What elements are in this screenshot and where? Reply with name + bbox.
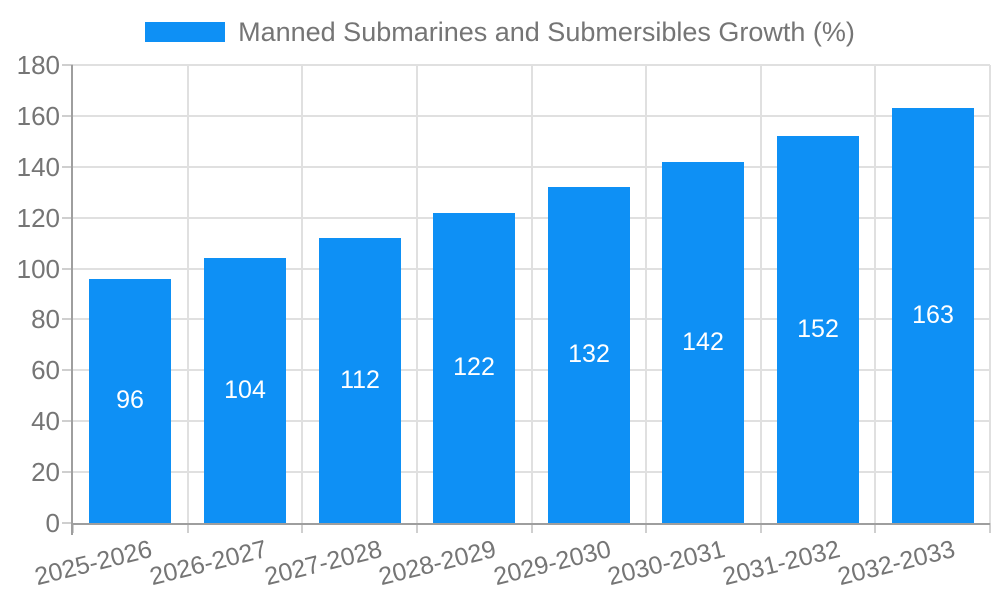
y-tick: [62, 318, 73, 320]
x-tick: [187, 523, 189, 533]
y-tick: [62, 217, 73, 219]
y-tick-label: 20: [31, 457, 60, 487]
x-tick: [72, 523, 74, 533]
bar: [777, 136, 859, 523]
x-gridline: [301, 65, 303, 523]
y-tick: [62, 522, 73, 524]
bar-value-label: 112: [340, 366, 380, 394]
bar: [892, 108, 974, 523]
y-tick: [62, 166, 73, 168]
bar: [662, 162, 744, 523]
x-tick: [760, 523, 762, 533]
y-tick-label: 120: [16, 203, 60, 233]
x-gridline: [874, 65, 876, 523]
y-tick: [62, 268, 73, 270]
x-gridline: [187, 65, 189, 523]
y-tick: [62, 420, 73, 422]
legend-swatch[interactable]: [145, 22, 226, 42]
x-tick: [301, 523, 303, 533]
x-gridline: [989, 65, 991, 523]
bar-value-label: 132: [568, 340, 610, 368]
bar: [319, 238, 401, 523]
bar-value-label: 104: [224, 376, 266, 404]
x-gridline: [531, 65, 533, 523]
y-tick-label: 100: [16, 254, 60, 284]
x-gridline: [760, 65, 762, 523]
y-tick: [62, 64, 73, 66]
x-tick: [989, 523, 991, 533]
bar: [433, 213, 515, 523]
bar: [548, 187, 630, 523]
bar-value-label: 142: [682, 328, 724, 356]
y-tick-label: 0: [45, 508, 60, 538]
x-gridline: [416, 65, 418, 523]
bar-value-label: 96: [116, 386, 144, 414]
y-tick-label: 80: [31, 304, 60, 334]
y-tick-label: 140: [16, 152, 60, 182]
bar-value-label: 122: [453, 353, 495, 381]
bar: [204, 258, 286, 523]
x-tick: [645, 523, 647, 533]
y-tick-label: 180: [16, 50, 60, 80]
bar: [89, 279, 171, 523]
y-tick: [62, 369, 73, 371]
y-tick-label: 40: [31, 406, 60, 436]
chart-legend: Manned Submarines and Submersibles Growt…: [0, 16, 1000, 48]
bar-value-label: 152: [797, 315, 839, 343]
y-tick-label: 160: [16, 101, 60, 131]
y-tick: [62, 115, 73, 117]
y-tick: [62, 471, 73, 473]
y-tick-label: 60: [31, 355, 60, 385]
x-tick: [416, 523, 418, 533]
x-gridline: [645, 65, 647, 523]
y-axis-line: [71, 65, 73, 535]
legend-series-label[interactable]: Manned Submarines and Submersibles Growt…: [238, 17, 855, 47]
x-tick: [874, 523, 876, 533]
x-tick: [531, 523, 533, 533]
bar-value-label: 163: [912, 301, 954, 329]
x-axis-line: [71, 523, 990, 525]
